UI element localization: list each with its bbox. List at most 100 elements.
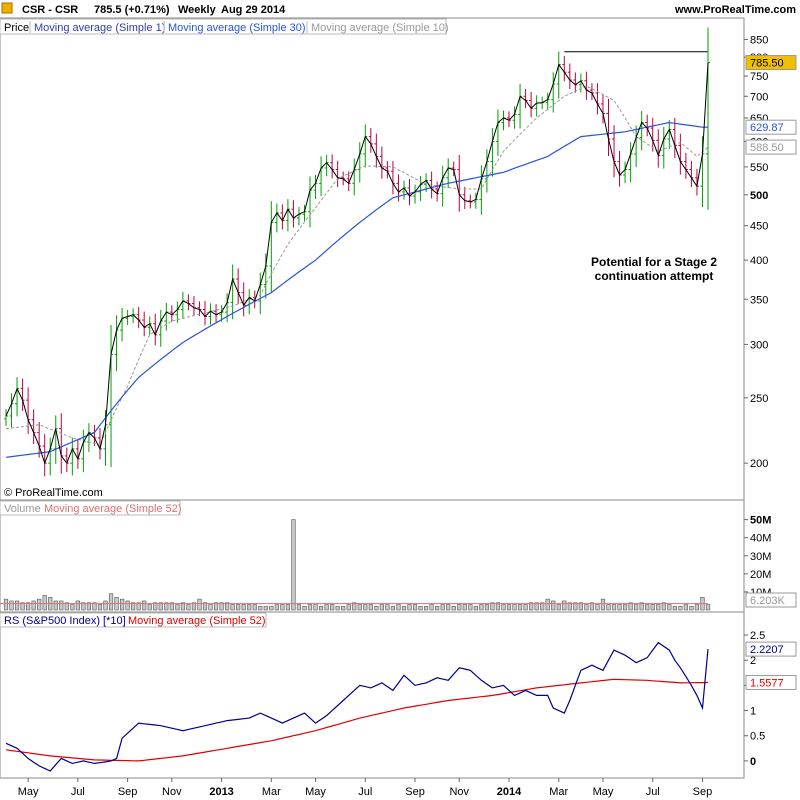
volume-bar xyxy=(131,602,136,611)
volume-bar xyxy=(567,602,572,611)
volume-bar xyxy=(645,604,650,611)
rs-tick-label: 0.5 xyxy=(750,731,765,743)
volume-bar xyxy=(689,606,694,611)
volume-bar xyxy=(595,604,600,611)
volume-bar xyxy=(650,604,655,611)
volume-bar xyxy=(119,598,125,611)
close-value-label: 785.50 xyxy=(750,58,784,70)
volume-bar xyxy=(357,604,362,611)
volume-bar xyxy=(457,604,462,611)
volume-bar xyxy=(324,604,329,611)
volume-bar xyxy=(545,598,550,611)
volume-bar xyxy=(86,602,92,611)
volume-bar xyxy=(20,602,25,611)
ma30-value-label: 629.87 xyxy=(750,122,784,134)
volume-bar xyxy=(64,602,69,611)
volume-bar xyxy=(534,602,539,611)
volume-bar xyxy=(136,602,141,611)
volume-bar xyxy=(158,602,163,611)
x-tick-label: 2014 xyxy=(497,786,522,798)
volume-bar xyxy=(241,604,246,611)
volume-bar xyxy=(296,604,302,611)
volume-bar xyxy=(639,602,644,611)
volume-bar xyxy=(186,604,191,611)
volume-bar xyxy=(401,606,407,611)
volume-bar xyxy=(396,604,401,611)
volume-bar xyxy=(191,602,197,611)
volume-bar xyxy=(540,602,545,611)
volume-bar xyxy=(175,604,180,611)
volume-bar xyxy=(352,602,357,611)
price-tick-label: 400 xyxy=(750,255,768,267)
rs-value-label-box xyxy=(745,641,797,657)
volume-bar xyxy=(573,602,578,611)
price-legend: Price Moving average (Simple 1) Moving a… xyxy=(0,18,449,35)
volume-bar xyxy=(678,606,683,611)
volume-bar xyxy=(318,606,324,611)
rs-ma-value-label: 1.5577 xyxy=(750,677,784,689)
volume-bar xyxy=(330,604,335,611)
volume-bar xyxy=(97,604,103,611)
volume-tick-label: 20M xyxy=(750,569,771,581)
volume-bar xyxy=(81,602,86,611)
volume-bar xyxy=(517,604,523,611)
price-tick-label: 350 xyxy=(750,294,768,306)
rs-ma-line xyxy=(5,678,709,762)
volume-bar xyxy=(197,598,202,611)
volume-bar xyxy=(202,602,208,611)
x-tick-label: Mar xyxy=(262,786,281,798)
volume-bar xyxy=(379,604,384,611)
volume-bar xyxy=(705,604,711,611)
volume-bar xyxy=(280,604,285,611)
volume-bar xyxy=(180,602,185,611)
volume-bar xyxy=(269,606,274,611)
volume-bar xyxy=(108,593,114,611)
volume-bar xyxy=(628,602,633,611)
volume-bar xyxy=(661,602,666,611)
volume-bar xyxy=(412,604,418,611)
ma30-line xyxy=(5,121,708,458)
volume-bar xyxy=(164,602,169,611)
title-bar: CSR - CSR 785.5 (+0.71%) Weekly Aug 29 2… xyxy=(1,2,796,16)
volume-bar xyxy=(429,604,434,611)
volume-bar xyxy=(523,604,528,611)
legend-ma1: Moving average (Simple 1) xyxy=(34,22,165,34)
volume-bar xyxy=(562,600,567,611)
volume-bar xyxy=(26,602,31,611)
logo-icon xyxy=(1,2,13,14)
volume-bar xyxy=(70,604,75,611)
price-change: 785.5 (+0.71%) xyxy=(94,4,170,16)
x-tick-label: Sep xyxy=(405,786,425,798)
volume-bar xyxy=(302,606,307,611)
volume-bar xyxy=(103,600,108,611)
volume-bar xyxy=(225,602,230,611)
volume-bar xyxy=(92,602,97,611)
volume-bar xyxy=(407,604,412,611)
symbol-label: CSR - CSR xyxy=(22,4,78,16)
volume-bar xyxy=(230,604,235,611)
price-tick-label: 300 xyxy=(750,339,768,351)
x-tick-label: Jul xyxy=(646,786,660,798)
volume-bar xyxy=(252,604,257,611)
ma10-value-label: 588.50 xyxy=(750,142,784,154)
volume-bar xyxy=(335,606,340,611)
x-tick-label: Jul xyxy=(71,786,85,798)
volume-bar xyxy=(578,602,583,611)
volume-tick-label: 30M xyxy=(750,551,771,563)
volume-bar xyxy=(435,606,440,611)
volume-bar xyxy=(584,604,589,611)
volume-bar xyxy=(142,600,147,611)
volume-bar xyxy=(3,598,9,611)
volume-bar xyxy=(37,598,42,611)
volume-bar xyxy=(363,604,368,611)
volume-bar xyxy=(606,604,611,611)
rs-tick-label: 0 xyxy=(750,756,756,768)
volume-bar xyxy=(285,604,291,611)
volume-bar xyxy=(418,606,423,611)
volume-bar xyxy=(307,604,313,611)
price-value-labels: 785.50 629.87 588.50 xyxy=(745,55,797,155)
ma10-value-label-box xyxy=(745,139,797,155)
volume-bar xyxy=(423,606,429,611)
x-tick-label: 2013 xyxy=(209,786,233,798)
volume-bar xyxy=(667,604,672,611)
